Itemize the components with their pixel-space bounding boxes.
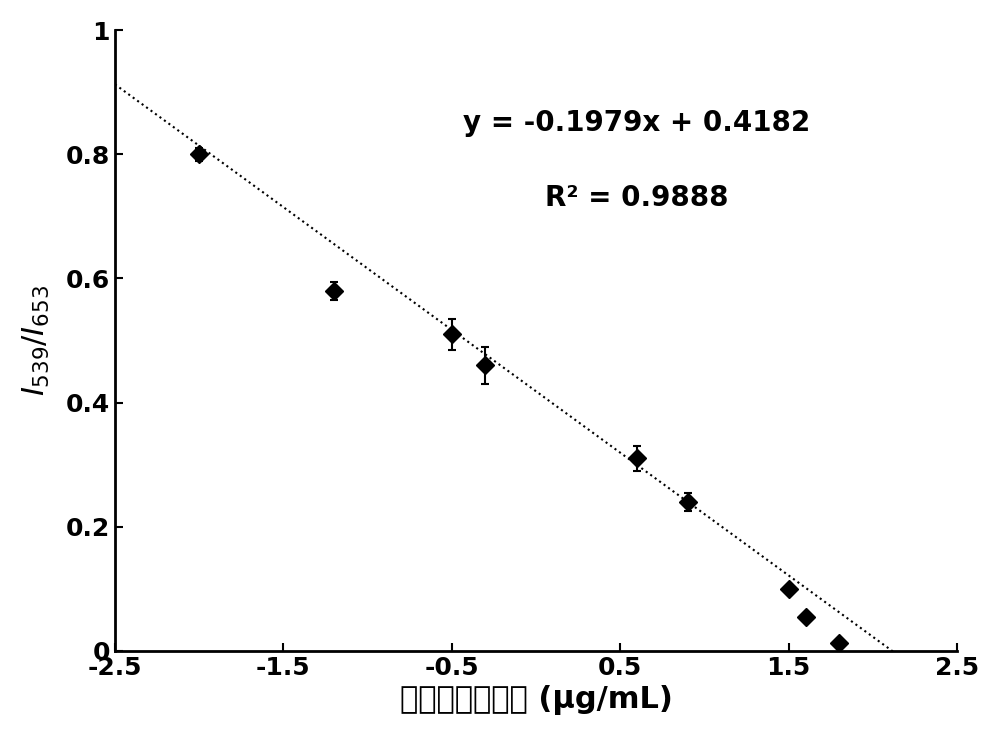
X-axis label: 糞醒浓度对数値 (μg/mL): 糞醒浓度对数値 (μg/mL) [400,685,672,715]
Text: R² = 0.9888: R² = 0.9888 [545,184,729,212]
Y-axis label: $\mathit{I}_{539}/\mathit{I}_{653}$: $\mathit{I}_{539}/\mathit{I}_{653}$ [21,285,52,396]
Text: y = -0.1979x + 0.4182: y = -0.1979x + 0.4182 [463,110,811,138]
